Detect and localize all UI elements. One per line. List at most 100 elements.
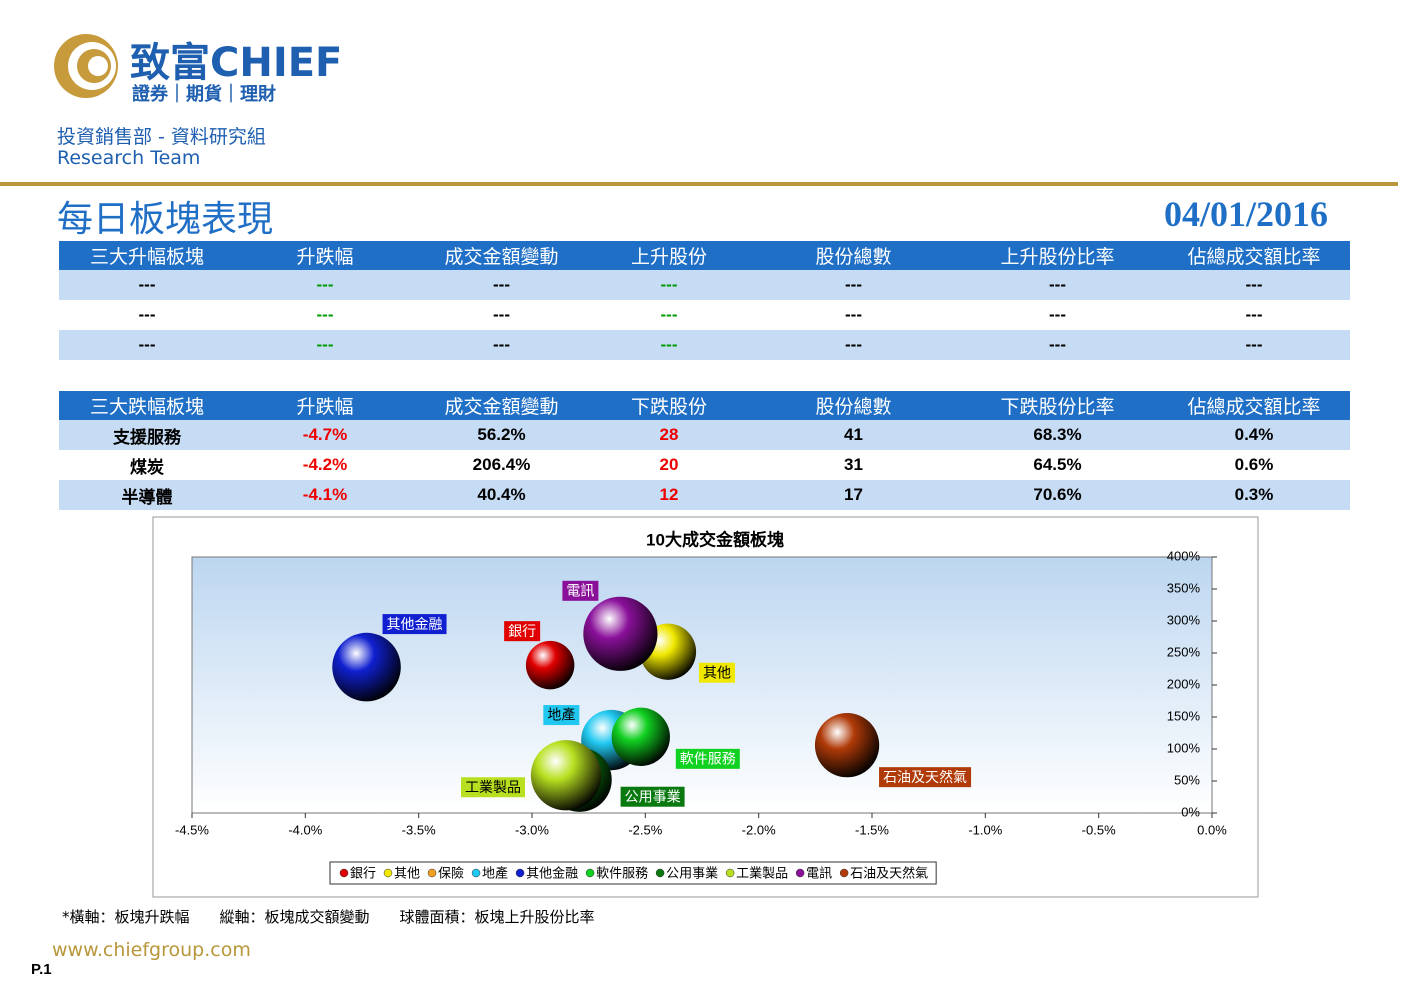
y-tick-label: 400% [1167,548,1201,563]
x-tick-label: -1.5% [855,822,889,837]
data-label: 石油及天然氣 [883,769,967,785]
footnote: *橫軸：板塊升跌幅 縱軸：板塊成交額變動 球體面積：板塊上升股份比率 [62,908,595,926]
cell: 64.5% [1033,455,1082,474]
top-losers-table: 三大跌幅板塊 升跌幅 成交金額變動 下跌股份 股份總數 下跌股份比率 佔總成交額比率 支援服務… [59,391,1350,510]
y-tick-label: 250% [1167,644,1201,659]
top-gainers-table: 三大升幅板塊 升跌幅 成交金額變動 上升股份 股份總數 上升股份比率 佔總成交額比率 --- -… [59,241,1350,360]
department: 投資銷售部 - 資料研究組 [57,126,266,148]
tagline: 證券｜期貨｜理財 [132,84,276,105]
header-cell: 三大跌幅板塊 [59,391,235,420]
x-tick-label: -4.5% [175,822,209,837]
x-tick-label: -1.0% [968,822,1002,837]
cell: 40.4% [415,480,588,510]
cell: --- [1158,330,1350,360]
legend-label: 工業製品 [736,865,788,880]
cell: 支援服務 [59,420,235,450]
y-tick-label: 350% [1167,580,1201,595]
x-tick-label: -2.0% [742,822,776,837]
y-tick-label: 150% [1167,708,1201,723]
header-row: 三大跌幅板塊 升跌幅 成交金額變動 下跌股份 股份總數 下跌股份比率 佔總成交額比率 [59,391,1350,420]
cell: --- [138,305,156,324]
y-tick-label: 300% [1167,612,1201,627]
data-label: 電訊 [566,583,594,599]
x-tick-label: 0.0% [1197,822,1227,837]
legend-label: 保險 [438,865,464,880]
legend-label: 石油及天然氣 [850,865,928,880]
cell: --- [588,270,750,300]
row: --- --- --- --- --- --- --- [59,300,1350,330]
cell: --- [493,305,510,324]
bubble [611,707,670,767]
data-label: 其他金融 [387,616,443,632]
cell: -4.7% [235,420,415,450]
data-label-box [699,662,735,683]
legend-label: 其他金融 [526,865,578,880]
data-label: 銀行 [508,623,536,639]
cell: --- [957,270,1158,300]
cell: 0.4% [1158,420,1350,450]
y-tick-label: 50% [1174,772,1200,787]
data-label: 工業製品 [465,779,521,795]
cell: 28 [588,420,750,450]
data-label-box [543,705,580,726]
row: --- --- --- --- --- --- --- [59,330,1350,360]
cell: --- [415,270,588,300]
cell: 206.4% [472,455,531,474]
row: 煤炭 -4.2% 206.4% 20 31 64.5% 0.6% [59,450,1350,480]
cell: --- [1245,305,1263,324]
legend-swatch [427,868,437,878]
bubble [583,596,658,671]
bubble [530,740,602,811]
cell: 17 [750,480,957,510]
legend-swatch [585,868,595,878]
cell: 12 [588,480,750,510]
cell: 0.6% [1234,455,1274,474]
header-cell: 下跌股份 [588,391,750,420]
data-label-box [504,621,541,642]
cell: --- [316,305,334,324]
data-label-box [562,580,599,601]
cell: --- [59,270,235,300]
row: 支援服務 -4.7% 56.2% 28 41 68.3% 0.4% [59,420,1350,450]
data-label: 公用事業 [625,788,681,804]
header-cell: 股份總數 [750,391,957,420]
legend-label: 銀行 [350,865,376,880]
header-cell: 上升股份比率 [957,241,1158,270]
y-tick-label: 200% [1167,676,1201,691]
row: --- --- --- --- --- --- --- [59,270,1350,300]
cell: --- [957,330,1158,360]
header-cell: 上升股份 [588,241,750,270]
bubble [332,632,401,702]
cell: --- [59,330,235,360]
cell: --- [235,270,415,300]
team: Research Team [57,147,201,169]
header-cell: 佔總成交額比率 [1158,241,1350,270]
logo-mark [54,34,118,98]
data-label-box [675,748,740,769]
legend-swatch [795,868,805,878]
cell: --- [415,330,588,360]
cell: -4.1% [235,480,415,510]
data-label-box [461,777,525,798]
bubble [814,713,880,778]
cell: --- [750,330,957,360]
cell: -4.2% [302,455,348,474]
cell: 半導體 [59,480,235,510]
legend-label: 軟件服務 [596,865,648,880]
data-label-box [879,767,972,788]
header-cell: 升跌幅 [235,241,415,270]
legend-box [329,861,937,885]
legend-swatch [725,868,735,878]
header-row: 三大升幅板塊 升跌幅 成交金額變動 上升股份 股份總數 上升股份比率 佔總成交額比率 [59,241,1350,270]
x-tick-label: -2.5% [628,822,662,837]
x-tick-label: -3.5% [402,822,436,837]
legend-swatch [471,868,481,878]
legend-swatch [839,868,849,878]
row: 半導體 -4.1% 40.4% 12 17 70.6% 0.3% [59,480,1350,510]
cell: 68.3% [957,420,1158,450]
page-title: 每日板塊表現 [57,199,274,240]
x-tick-label: -4.0% [288,822,322,837]
legend: 銀行 其他 保險 地產 其他金融 軟件服務 公用事業 工業製品 電訊 石油及天然氣 [329,861,937,885]
